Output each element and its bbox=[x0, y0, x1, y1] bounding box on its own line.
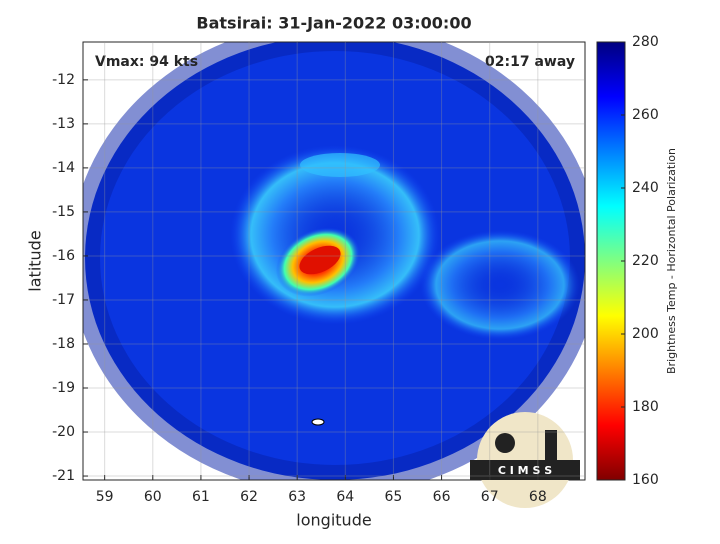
y-tick-label: -14 bbox=[52, 160, 75, 176]
chart-title: Batsirai: 31-Jan-2022 03:00:00 bbox=[196, 14, 471, 33]
y-tick-label: -18 bbox=[52, 336, 75, 352]
x-tick-label: 61 bbox=[192, 489, 210, 505]
plot-frame bbox=[82, 41, 586, 481]
colorbar-tick-label: 220 bbox=[632, 253, 659, 269]
x-axis-label: longitude bbox=[296, 511, 371, 530]
x-tick-label: 67 bbox=[481, 489, 499, 505]
y-tick-label: -17 bbox=[52, 292, 75, 308]
y-tick-label: -12 bbox=[52, 72, 75, 88]
colorbar-tick-label: 240 bbox=[632, 180, 659, 196]
y-axis-label: latitude bbox=[26, 230, 45, 291]
colorbar-tick-label: 200 bbox=[632, 326, 659, 342]
x-tick-label: 60 bbox=[144, 489, 162, 505]
colorbar bbox=[596, 41, 626, 481]
logo: C I M S S bbox=[470, 412, 580, 508]
satellite-image bbox=[83, 42, 585, 480]
x-tick-label: 59 bbox=[96, 489, 114, 505]
annotation: Vmax: 94 kts bbox=[95, 54, 198, 70]
x-tick-label: 65 bbox=[385, 489, 403, 505]
colorbar-tick-label: 280 bbox=[632, 34, 659, 50]
y-tick-label: -21 bbox=[52, 468, 75, 484]
y-tick-label: -20 bbox=[52, 424, 75, 440]
colorbar-tick-label: 180 bbox=[632, 399, 659, 415]
x-tick-label: 62 bbox=[240, 489, 258, 505]
x-tick-label: 63 bbox=[288, 489, 306, 505]
x-tick-label: 66 bbox=[433, 489, 451, 505]
y-tick-label: -13 bbox=[52, 116, 75, 132]
colorbar-tick-label: 260 bbox=[632, 107, 659, 123]
colorbar-label: Brightness Temp - Horizontal Polarizatio… bbox=[665, 148, 678, 374]
x-tick-label: 68 bbox=[529, 489, 547, 505]
logo-text: C I M S S bbox=[498, 464, 552, 477]
y-tick-label: -16 bbox=[52, 248, 75, 264]
x-tick-label: 64 bbox=[336, 489, 354, 505]
y-tick-label: -19 bbox=[52, 380, 75, 396]
annotation: 02:17 away bbox=[485, 54, 575, 70]
colorbar-tick-label: 160 bbox=[632, 472, 659, 488]
y-tick-label: -15 bbox=[52, 204, 75, 220]
